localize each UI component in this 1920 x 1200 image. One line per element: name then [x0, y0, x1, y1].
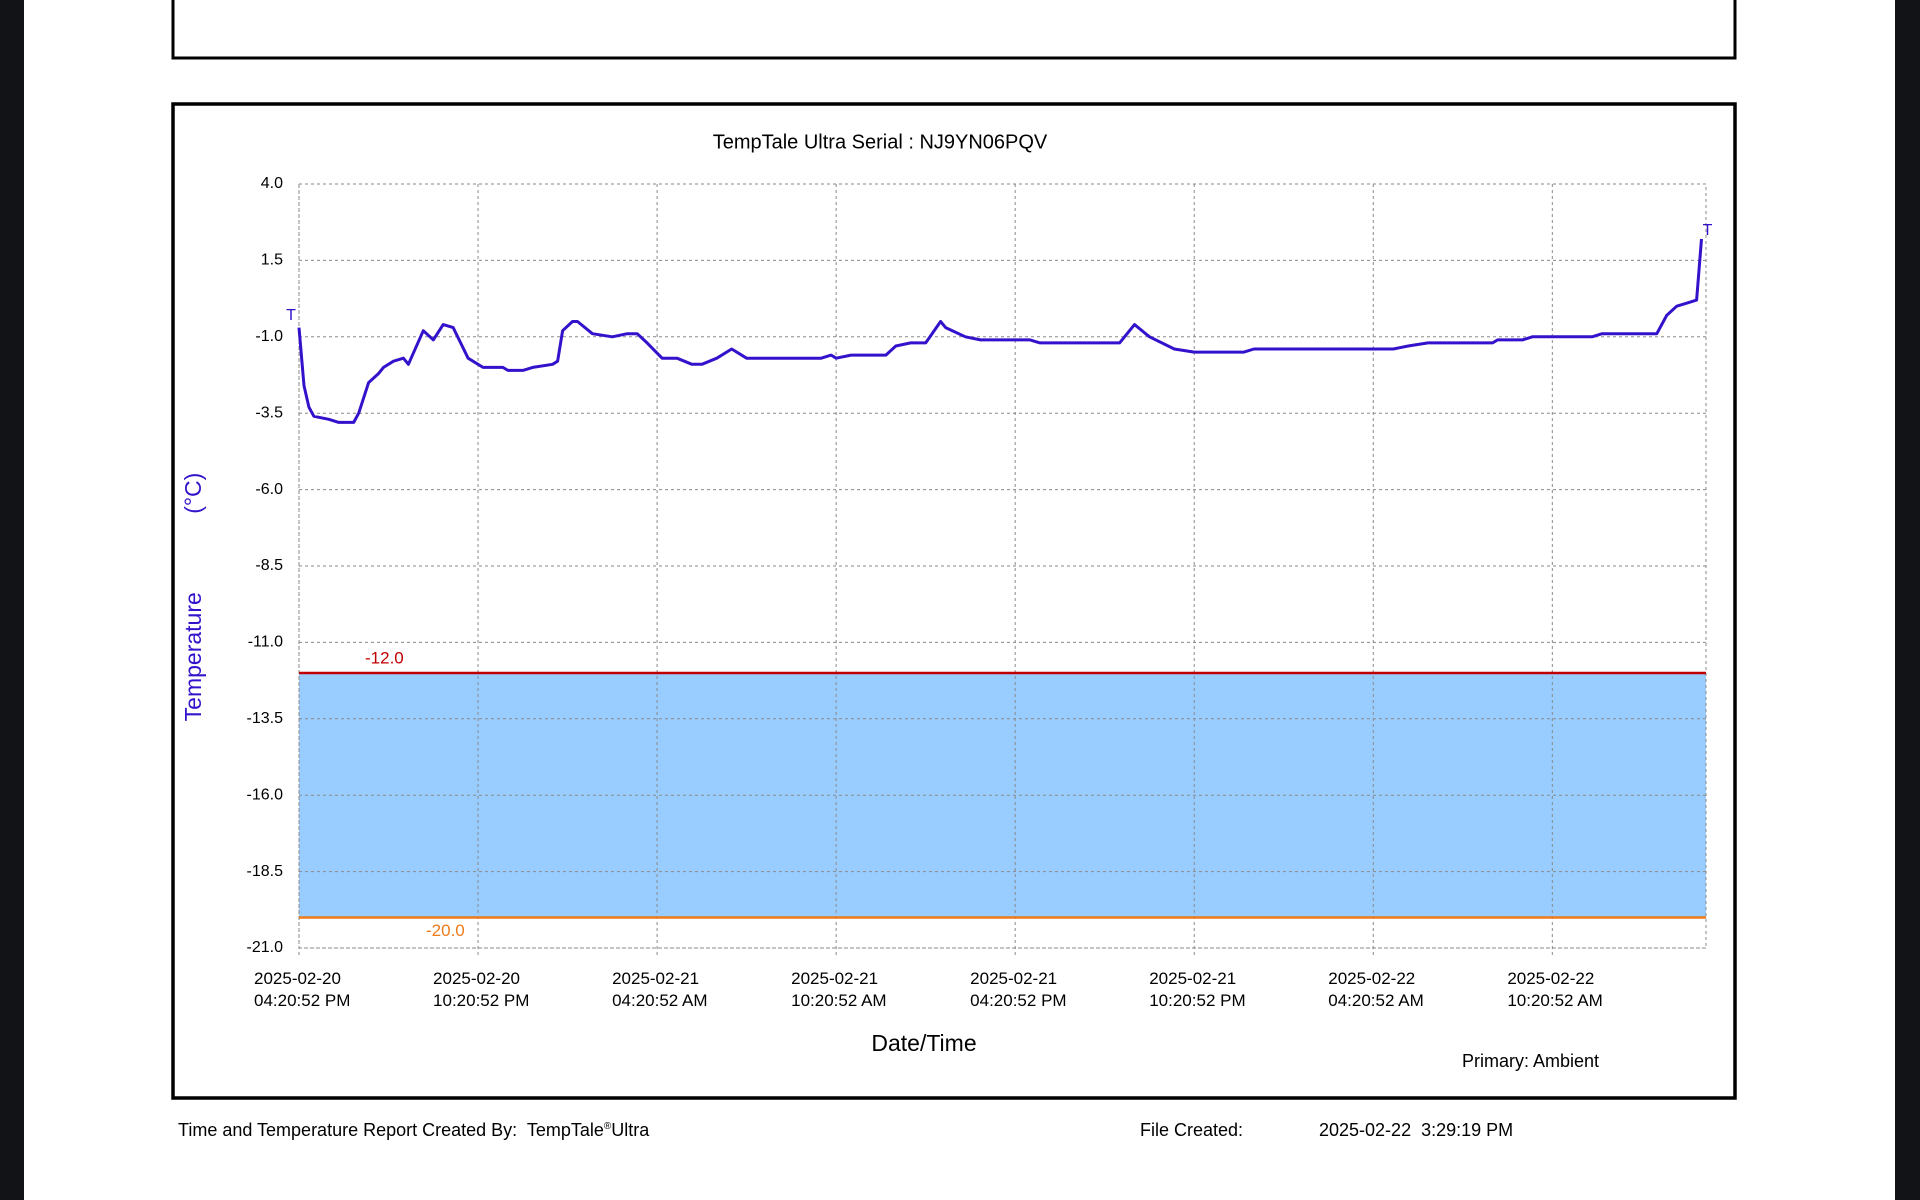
x-tick-label: 2025-02-21 10:20:52 PM — [1149, 969, 1246, 1010]
registered-mark: ® — [603, 1121, 612, 1132]
previous-box — [171, 0, 1737, 60]
product-suffix: Ultra — [611, 1120, 650, 1140]
footer-created-by: Time and Temperature Report Created By: … — [178, 1120, 649, 1141]
start-marker: T — [286, 307, 296, 324]
chart-frame — [171, 102, 1737, 1100]
x-tick-label: 2025-02-22 04:20:52 AM — [1328, 969, 1424, 1010]
x-tick-label: 2025-02-21 04:20:52 AM — [612, 969, 708, 1010]
note: Primary: Ambient — [1462, 1051, 1599, 1071]
y-tick-label: -16.0 — [247, 786, 284, 803]
y-tick-label: -8.5 — [255, 557, 283, 574]
y-tick-label: -6.0 — [255, 481, 283, 498]
y-tick-label: -18.5 — [247, 863, 284, 880]
file-created-label: File Created: — [1140, 1120, 1244, 1140]
temperature-line — [297, 238, 1703, 424]
threshold-label: -12.0 — [365, 648, 404, 667]
x-axis-label: Date/Time — [871, 1030, 976, 1056]
product: TempTale — [526, 1120, 604, 1140]
x-tick-label: 2025-02-20 04:20:52 PM — [254, 969, 351, 1010]
file-created: 2025-02-22 3:29:19 PM — [1319, 1120, 1514, 1140]
y-tick-label: -1.0 — [255, 328, 283, 345]
report-page — [24, 0, 1895, 1200]
y-tick-label: -13.5 — [247, 710, 284, 727]
chart-title: TempTale Ultra Serial : NJ9YN06PQV — [713, 131, 1048, 153]
x-tick-label: 2025-02-22 10:20:52 AM — [1507, 969, 1603, 1010]
end-marker: T — [1703, 222, 1713, 239]
footer-label: Time and Temperature Report Created By: — [178, 1120, 518, 1140]
x-tick-label: 2025-02-20 10:20:52 PM — [433, 969, 530, 1010]
y-tick-label: -3.5 — [255, 404, 283, 421]
threshold-label: -20.0 — [426, 921, 465, 940]
y-tick-label: -21.0 — [247, 939, 284, 956]
x-tick-label: 2025-02-21 04:20:52 PM — [970, 969, 1067, 1010]
y-axis-label: Temperature (°C) — [180, 473, 206, 722]
y-tick-label: 1.5 — [261, 252, 283, 269]
x-tick-label: 2025-02-21 10:20:52 AM — [791, 969, 887, 1010]
y-tick-label: 4.0 — [261, 175, 283, 192]
y-tick-label: -11.0 — [248, 634, 283, 651]
